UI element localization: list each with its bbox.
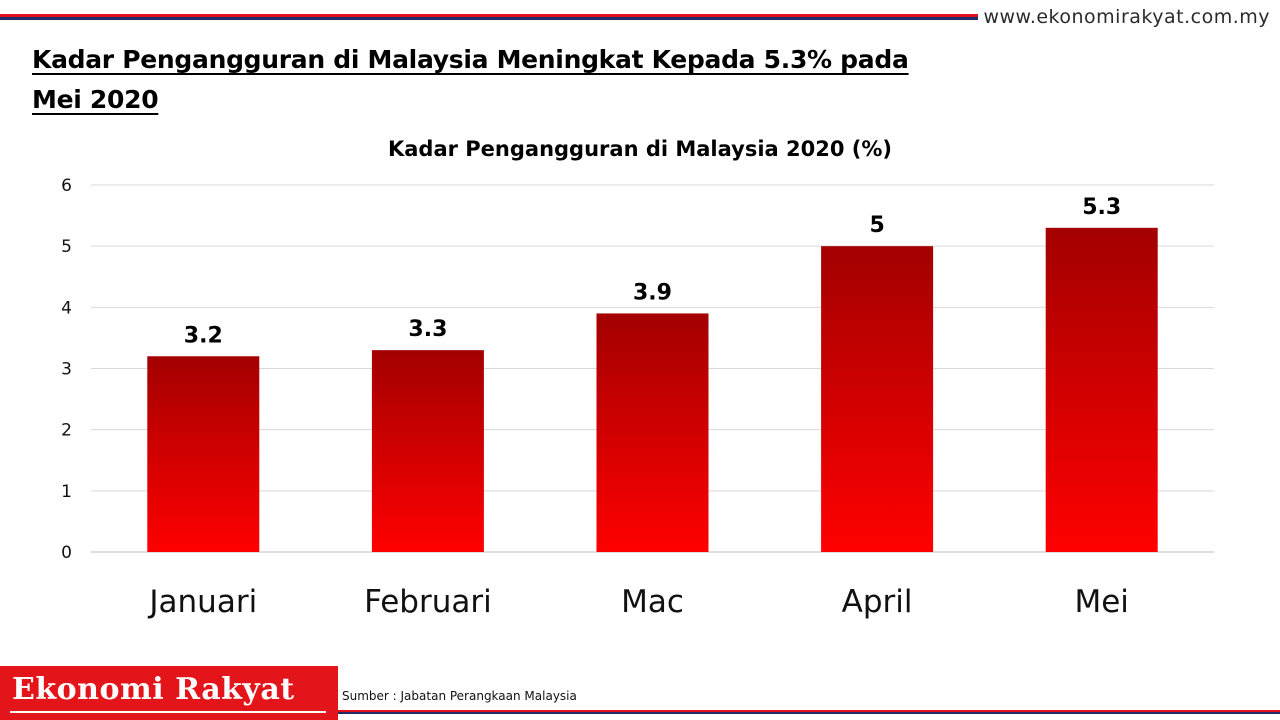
top-stripe [0, 14, 978, 20]
y-tick-label: 2 [61, 421, 72, 441]
page-title: Kadar Pengangguran di Malaysia Meningkat… [32, 45, 909, 114]
data-label: 5 [869, 213, 884, 238]
bar [371, 350, 484, 552]
y-tick-label: 0 [61, 543, 72, 563]
chart-title: Kadar Pengangguran di Malaysia 2020 (%) [388, 137, 892, 161]
data-label: 3.9 [633, 280, 672, 305]
bar [1045, 227, 1158, 553]
data-label: 3.2 [184, 323, 223, 348]
x-tick-label: Februari [364, 584, 492, 620]
bar [821, 246, 934, 552]
y-tick-label: 5 [61, 237, 72, 257]
bar-chart: Kadar Pengangguran di Malaysia 2020 (%) … [61, 137, 1214, 620]
bar [596, 313, 709, 552]
data-label: 5.3 [1082, 195, 1121, 220]
website-url: www.ekonomirakyat.com.my [983, 6, 1270, 28]
y-tick-label: 3 [61, 360, 72, 380]
y-axis: 0 1 2 3 4 5 6 [61, 176, 72, 563]
y-tick-label: 1 [61, 482, 72, 502]
x-tick-label: Mei [1074, 584, 1128, 620]
bottom-stripe [338, 710, 1280, 714]
data-label: 3.3 [408, 317, 447, 342]
data-labels: 3.2 3.3 3.9 5 5.3 [184, 195, 1121, 348]
x-axis: Januari Februari Mac April Mei [147, 584, 1129, 620]
y-tick-label: 4 [61, 298, 72, 318]
x-tick-label: April [842, 584, 913, 620]
bars [147, 227, 1158, 553]
y-tick-label: 6 [61, 176, 72, 196]
brand-logo: Ekonomi Rakyat [0, 666, 338, 720]
x-tick-label: Mac [621, 584, 684, 620]
x-tick-label: Januari [147, 584, 257, 620]
source-note: Sumber : Jabatan Perangkaan Malaysia [342, 689, 577, 703]
bar [147, 356, 260, 552]
brand-name: Ekonomi Rakyat [12, 672, 295, 707]
